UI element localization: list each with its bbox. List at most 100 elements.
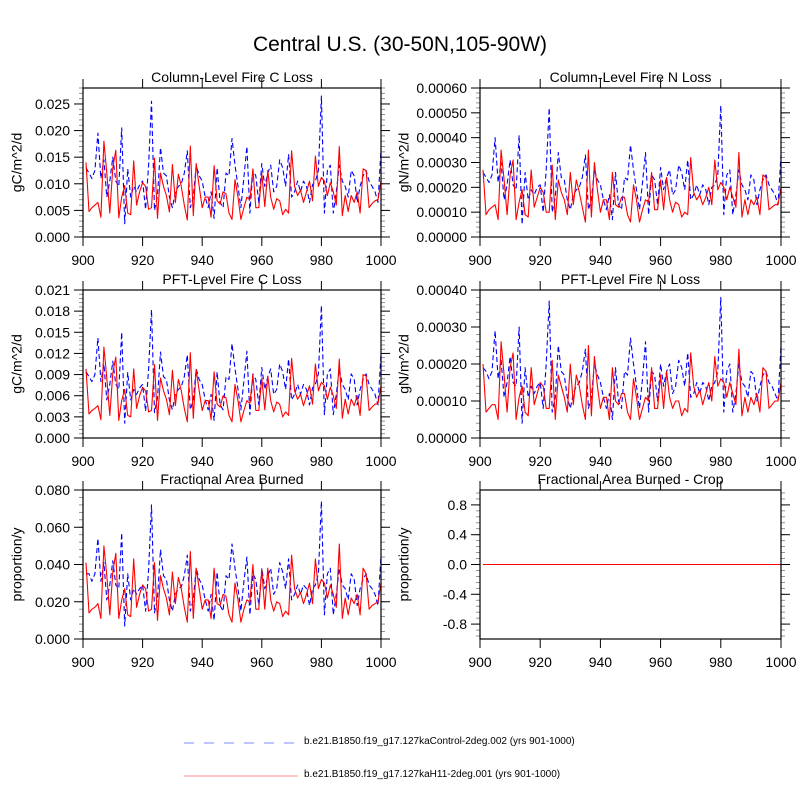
plot-frame [479, 289, 782, 439]
x-tick-label: 920 [529, 654, 553, 670]
x-tick-label: 1000 [765, 654, 796, 670]
y-tick-label: 0.080 [35, 482, 70, 498]
panel-title: Column-Level Fire N Loss [550, 69, 712, 85]
legend-line-h11 [184, 775, 298, 777]
x-tick-label: 940 [589, 654, 613, 670]
series-line-h11 [85, 140, 382, 221]
y-tick-label: -0.8 [443, 616, 467, 632]
y-tick-label: 0.040 [35, 557, 70, 573]
y-tick-label: 0.009 [35, 367, 70, 383]
y-tick-label: 0.020 [35, 594, 70, 610]
x-tick-label: 1000 [765, 252, 796, 268]
x-tick-label: 960 [649, 654, 673, 670]
x-tick-label: 900 [71, 654, 95, 670]
x-tick-label: 980 [709, 252, 733, 268]
legend-label-control: b.e21.B1850.f19_g17.127kaControl-2deg.00… [304, 736, 575, 747]
y-tick-label: 0.00060 [416, 80, 467, 96]
y-axis-label: gN/m^2/d [396, 334, 412, 393]
y-tick-label: 0.00010 [416, 204, 467, 220]
legend-entry-control: b.e21.B1850.f19_g17.127kaControl-2deg.00… [0, 733, 800, 753]
plot-frame [479, 489, 782, 640]
y-tick-label: 0.005 [35, 202, 70, 218]
x-tick-label: 920 [131, 654, 155, 670]
x-tick-label: 980 [310, 453, 334, 469]
y-tick-label: 0.021 [35, 282, 70, 298]
y-tick-label: 0.025 [35, 96, 70, 112]
x-tick-label: 920 [529, 453, 553, 469]
panel-title: PFT-Level Fire N Loss [561, 271, 700, 287]
x-tick-label: 980 [709, 453, 733, 469]
y-tick-label: 0.006 [35, 388, 70, 404]
y-tick-label: 0.015 [35, 324, 70, 340]
plot-frame [479, 87, 782, 238]
x-tick-label: 900 [468, 654, 492, 670]
y-tick-label: 0.060 [35, 519, 70, 535]
panel-4: PFT-Level Fire N Loss gN/m^2/d 0.00000 0.00… [396, 271, 797, 469]
plot-frame [82, 87, 382, 238]
y-axis-label: proportion/y [9, 528, 25, 602]
y-tick-label: 0.015 [35, 149, 70, 165]
legend-label-h11: b.e21.B1850.f19_g17.127kaH11-2deg.001 (y… [304, 769, 561, 780]
x-tick-label: 940 [589, 453, 613, 469]
y-tick-label: 0.00020 [416, 179, 467, 195]
x-tick-label: 900 [71, 453, 95, 469]
x-tick-label: 980 [709, 654, 733, 670]
x-tick-label: 900 [468, 252, 492, 268]
series-line-h11 [482, 341, 782, 421]
x-tick-label: 960 [250, 252, 274, 268]
x-tick-label: 960 [649, 453, 673, 469]
y-tick-label: 0.000 [35, 430, 70, 446]
series-line-h11 [85, 543, 382, 623]
x-tick-label: 920 [529, 252, 553, 268]
legend-entry-h11: b.e21.B1850.f19_g17.127kaH11-2deg.001 (y… [0, 767, 800, 787]
y-tick-label: 0.020 [35, 123, 70, 139]
panel-6: Fractional Area Burned - Crop proportion/… [396, 471, 797, 670]
x-tick-label: 940 [191, 453, 215, 469]
panel-5: Fractional Area Burned proportion/y 0.000 0… [9, 471, 397, 670]
y-tick-label: 0.00000 [416, 430, 467, 446]
panel-3: PFT-Level Fire C Loss gC/m^2/d 0.000 0.003 0… [9, 271, 397, 469]
y-tick-label: 0.00030 [416, 155, 467, 171]
x-tick-label: 920 [131, 252, 155, 268]
y-tick-label: 0.010 [35, 176, 70, 192]
y-tick-label: 0.00020 [416, 356, 467, 372]
y-tick-label: 0.018 [35, 303, 70, 319]
y-tick-label: 0.4 [448, 527, 468, 543]
x-tick-label: 940 [589, 252, 613, 268]
series-line-h11 [85, 346, 382, 423]
y-axis-label: gN/m^2/d [396, 133, 412, 192]
y-tick-label: 0.00040 [416, 282, 467, 298]
plot-frame [82, 289, 382, 439]
y-tick-label: 0.000 [35, 631, 70, 647]
panel-title: Fractional Area Burned - Crop [538, 471, 724, 487]
y-tick-label: 0.00030 [416, 319, 467, 335]
y-tick-label: 0.8 [448, 497, 468, 513]
panel-title: Fractional Area Burned [160, 471, 303, 487]
figure-title: Central U.S. (30-50N,105-90W) [252, 33, 548, 56]
x-tick-label: 1000 [365, 654, 396, 670]
x-tick-label: 960 [250, 453, 274, 469]
y-tick-label: 0.00000 [416, 229, 467, 245]
x-tick-label: 920 [131, 453, 155, 469]
panel-title: Column-Level Fire C Loss [151, 69, 313, 85]
panel-2: Column-Level Fire N Loss gN/m^2/d 0.00000 0… [396, 69, 797, 268]
plot-frame [82, 489, 382, 640]
x-tick-label: 960 [649, 252, 673, 268]
y-tick-label: 0.00010 [416, 393, 467, 409]
y-axis-label: gC/m^2/d [9, 334, 25, 393]
x-tick-label: 940 [191, 654, 215, 670]
y-tick-label: 0.003 [35, 409, 70, 425]
x-tick-label: 1000 [365, 453, 396, 469]
panel-title: PFT-Level Fire C Loss [162, 271, 301, 287]
series-line-h11 [482, 149, 782, 223]
y-tick-label: 0.0 [448, 557, 468, 573]
y-tick-label: 0.00050 [416, 105, 467, 121]
y-tick-label: 0.000 [35, 229, 70, 245]
y-axis-label: gC/m^2/d [9, 133, 25, 192]
x-tick-label: 980 [310, 252, 334, 268]
x-tick-label: 1000 [765, 453, 796, 469]
x-tick-label: 1000 [365, 252, 396, 268]
panel-1: Column-Level Fire C Loss gC/m^2/d 0.000 0.0… [9, 69, 397, 268]
x-tick-label: 980 [310, 654, 334, 670]
